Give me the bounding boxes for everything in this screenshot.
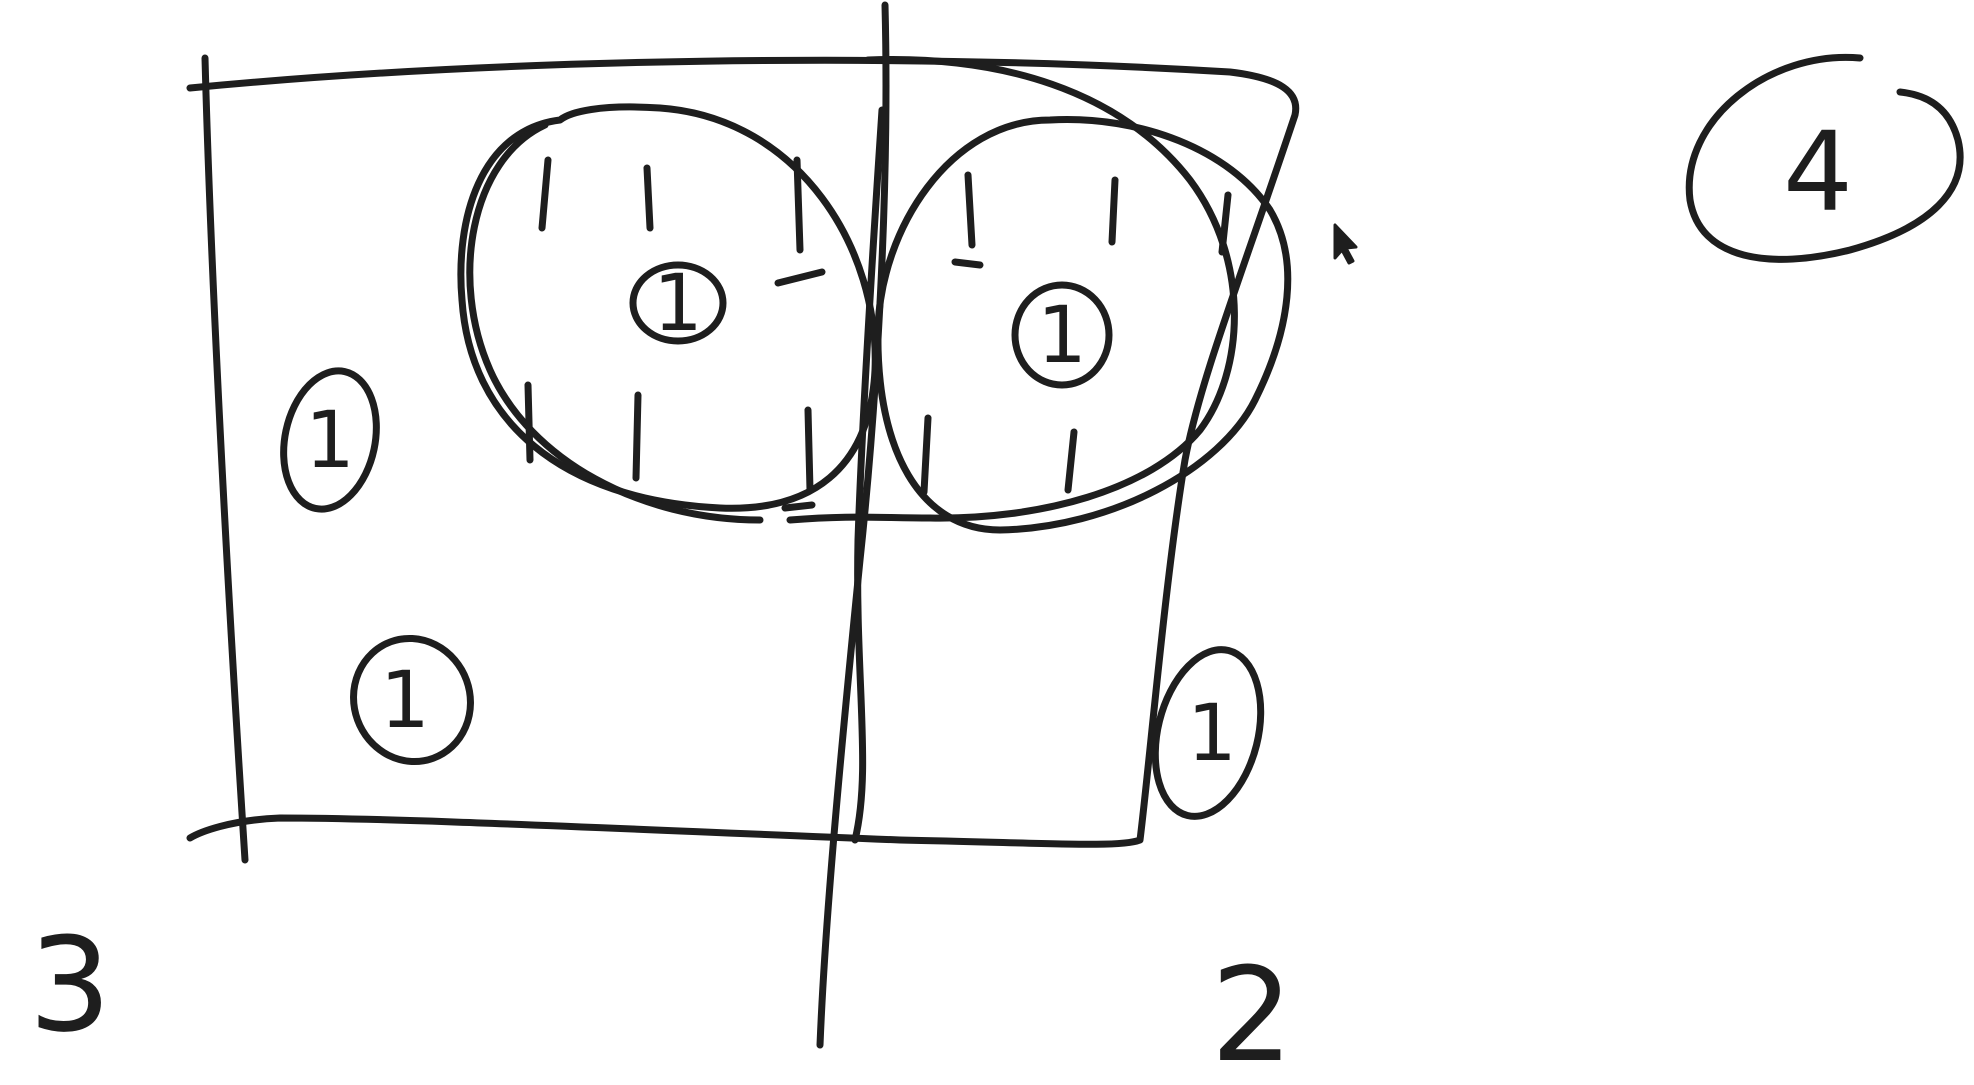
hatch-mark [538,156,552,232]
outer-box [186,56,1300,848]
hatch-mark [1108,176,1119,246]
circle-box-left-upper [280,367,380,513]
hatch-mark-small [781,501,816,512]
hatch-mark [524,381,534,464]
label-region-top-right: 4 [1783,108,1853,236]
left-ellipse-outer-stroke [466,121,764,524]
hatch-mark [920,414,932,496]
label-region-left-outside: 3 [29,909,112,1061]
label-inside-left-ellipse: 1 [653,259,703,349]
label-inside-box-left-lower: 1 [380,656,430,746]
circle-four [1685,53,1964,263]
label-region-right-outside: 2 [1211,939,1294,1080]
circle-box-left-lower [350,634,474,766]
hatch-mark [1064,428,1078,494]
circle-right-ellipse-cell [1011,281,1113,389]
vertical-divider-second-stroke [851,106,886,844]
label-inside-box-left-upper: 1 [305,396,355,486]
right-ellipse [874,116,1292,534]
hatch-mark [804,406,814,494]
label-inside-right-ellipse: 1 [1037,291,1087,381]
left-ellipse [457,103,879,512]
hatch-mark [964,171,976,249]
hatch-mark [632,391,642,482]
hatch-mark [643,164,654,232]
hatch-mark-small [951,258,984,269]
label-inside-box-right-lower: 1 [1187,689,1237,779]
right-ellipse-outer-stroke [786,56,1238,524]
hatch-mark-small [774,268,826,287]
circle-left-ellipse-cell [629,261,727,345]
hatch-mark [1218,191,1232,256]
hatch-mark [793,156,804,254]
mouse-pointer-icon [1333,223,1358,265]
circle-box-right-lower [1151,646,1265,820]
outer-box-left-edge [201,54,249,864]
